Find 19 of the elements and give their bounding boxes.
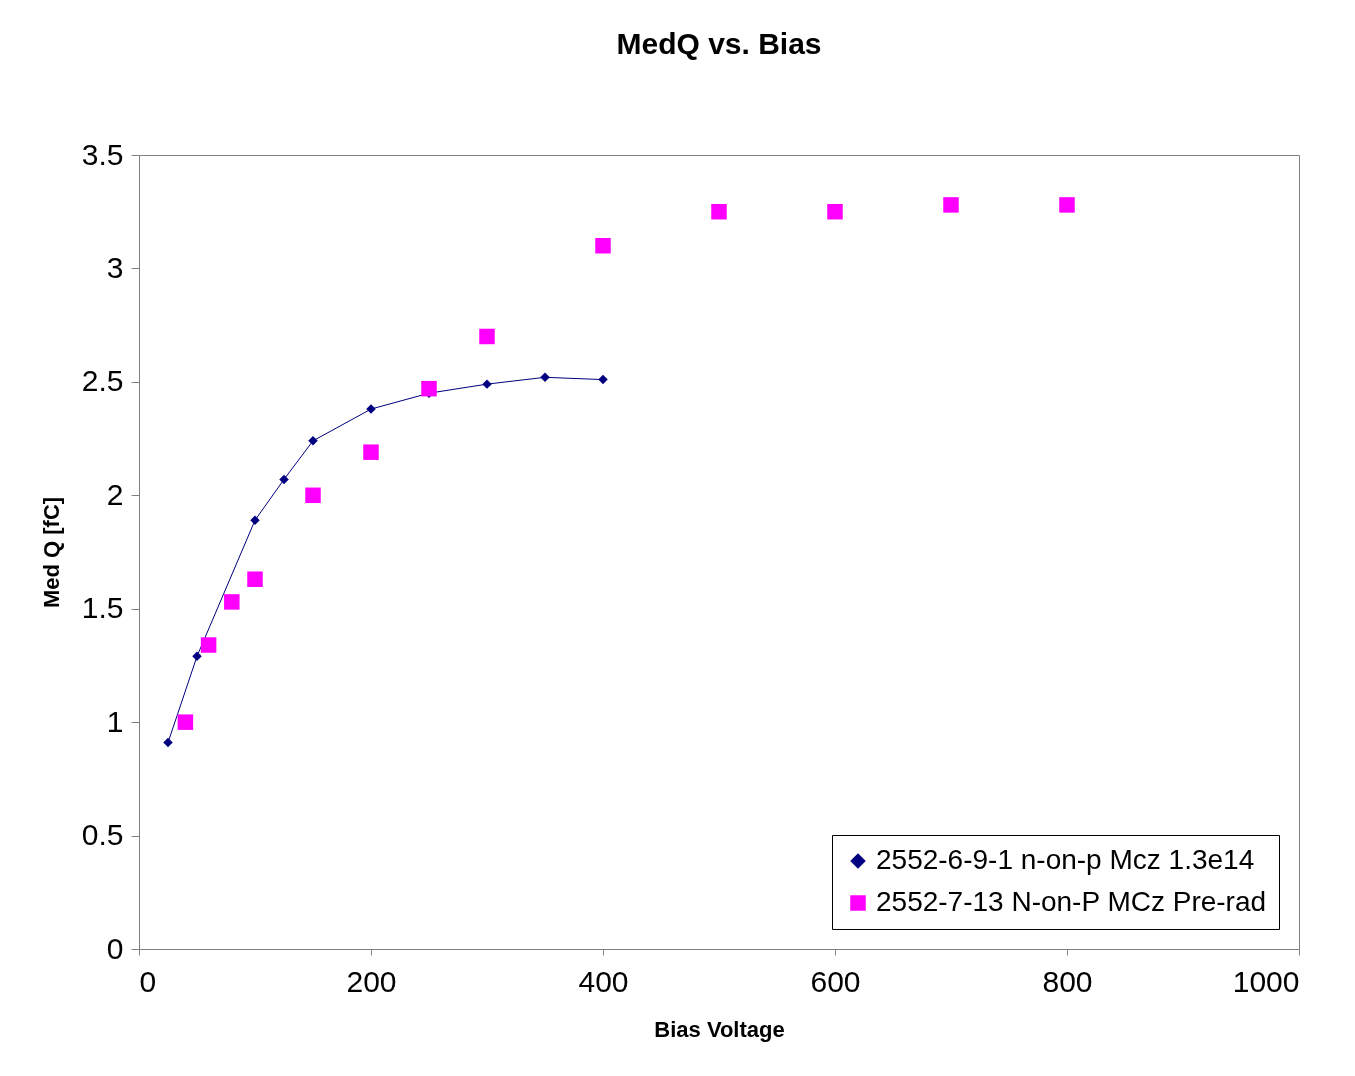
y-tick-label: 2.5 [81, 364, 124, 398]
y-tick-label: 3.5 [81, 137, 124, 171]
x-tick-label: 0 [139, 964, 157, 998]
legend-label: 2552-6-9-1 n-on-p Mcz 1.3e14 [876, 844, 1255, 875]
y-tick-label: 1 [106, 704, 124, 738]
x-tick-label: 600 [810, 964, 861, 998]
x-axis-title: Bias Voltage [654, 1016, 785, 1042]
x-tick-label: 400 [578, 964, 629, 998]
y-tick-label: 3 [106, 250, 124, 284]
legend-label: 2552-7-13 N-on-P MCz Pre-rad [876, 886, 1267, 917]
chart-title: MedQ vs. Bias [616, 27, 822, 60]
y-tick-label: 2 [106, 477, 124, 511]
x-tick-label: 1000 [1232, 964, 1300, 998]
x-tick-label: 200 [346, 964, 397, 998]
y-tick-label: 1.5 [81, 591, 124, 625]
y-tick-label: 0 [106, 931, 124, 965]
y-tick-label: 0.5 [81, 818, 124, 852]
y-axis-title: Med Q [fC] [38, 496, 64, 609]
x-tick-label: 800 [1042, 964, 1093, 998]
